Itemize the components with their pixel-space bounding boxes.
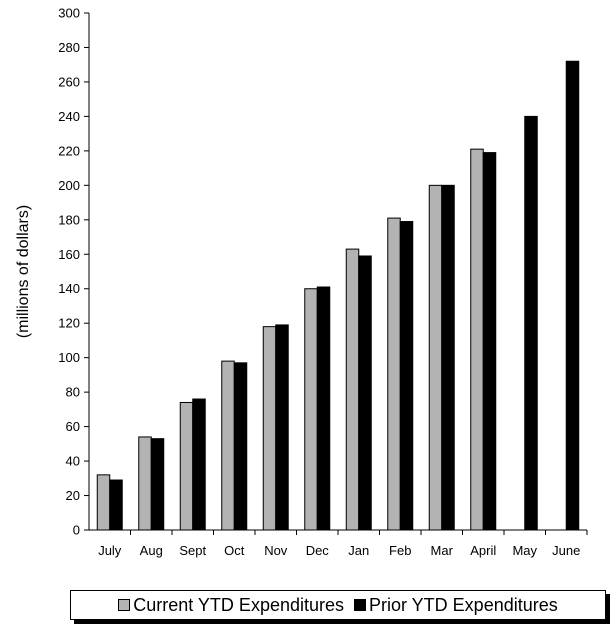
x-tick-label: Sept xyxy=(179,543,206,558)
x-tick-label: Oct xyxy=(224,543,245,558)
bar-prior xyxy=(150,438,165,531)
y-tick-label: 280 xyxy=(58,40,80,55)
legend-swatch-prior xyxy=(354,599,366,611)
x-tick-label: April xyxy=(470,543,496,558)
legend-label-prior: Prior YTD Expenditures xyxy=(369,594,558,615)
x-tick-label: Aug xyxy=(140,543,163,558)
x-tick-label: July xyxy=(98,543,122,558)
x-tick-label: Dec xyxy=(306,543,330,558)
bars xyxy=(96,60,580,531)
bar-prior xyxy=(399,221,414,531)
y-tick-label: 20 xyxy=(66,488,80,503)
legend-item-current: Current YTD Expenditures xyxy=(118,595,344,616)
legend-label-current: Current YTD Expenditures xyxy=(133,594,344,615)
bar-prior xyxy=(233,362,248,531)
x-axis: July Aug Sept Oct Nov Dec Jan Feb Mar April May Jun… xyxy=(98,530,588,558)
bar-current xyxy=(96,474,111,531)
bar-chart: 0 20 40 60 80 100 120 140 160 180 200 220 240 260 280 3… xyxy=(15,6,588,558)
bar-prior xyxy=(109,479,123,531)
bar-prior xyxy=(192,398,206,531)
y-tick-label: 160 xyxy=(58,247,80,262)
y-tick-label: 120 xyxy=(58,316,80,331)
y-tick-label: 100 xyxy=(58,350,80,365)
y-tick-label: 40 xyxy=(66,454,80,469)
x-tick-label: May xyxy=(512,543,537,558)
x-tick-label: Jan xyxy=(348,543,369,558)
bar-current xyxy=(221,360,235,531)
bar-current xyxy=(262,326,277,531)
y-tick-label: 200 xyxy=(58,178,80,193)
bar-prior xyxy=(275,324,289,531)
y-tick-label: 300 xyxy=(58,6,80,21)
bar-prior xyxy=(316,286,331,531)
y-tick-label: 180 xyxy=(58,212,80,227)
y-axis: 0 20 40 60 80 100 120 140 160 180 200 220 240 260 280 3… xyxy=(58,6,89,538)
y-tick-label: 60 xyxy=(66,419,80,434)
bar-current xyxy=(428,184,443,531)
x-tick-label: Nov xyxy=(264,543,288,558)
bar-current xyxy=(470,148,484,531)
bar-current xyxy=(387,217,401,531)
bar-current xyxy=(345,248,360,531)
bar-prior xyxy=(482,152,497,531)
bar-prior xyxy=(524,115,538,531)
legend-swatch-current xyxy=(118,599,131,611)
y-tick-label: 260 xyxy=(58,74,80,89)
bar-prior xyxy=(565,60,580,531)
bar-current xyxy=(138,436,152,531)
y-tick-label: 140 xyxy=(58,281,80,296)
x-tick-label: June xyxy=(552,543,580,558)
legend-item-prior: Prior YTD Expenditures xyxy=(354,595,558,616)
bar-current xyxy=(304,288,318,531)
y-tick-label: 220 xyxy=(58,143,80,158)
y-tick-label: 0 xyxy=(73,523,80,538)
bar-current xyxy=(179,401,194,531)
x-tick-label: Feb xyxy=(389,543,411,558)
y-tick-label: 240 xyxy=(58,109,80,124)
y-tick-label: 80 xyxy=(66,385,80,400)
bar-prior xyxy=(441,184,455,531)
legend: Current YTD Expenditures Prior YTD Expen… xyxy=(70,590,606,620)
x-tick-label: Mar xyxy=(431,543,454,558)
bar-prior xyxy=(358,255,372,531)
y-axis-title: (millions of dollars) xyxy=(15,205,32,338)
